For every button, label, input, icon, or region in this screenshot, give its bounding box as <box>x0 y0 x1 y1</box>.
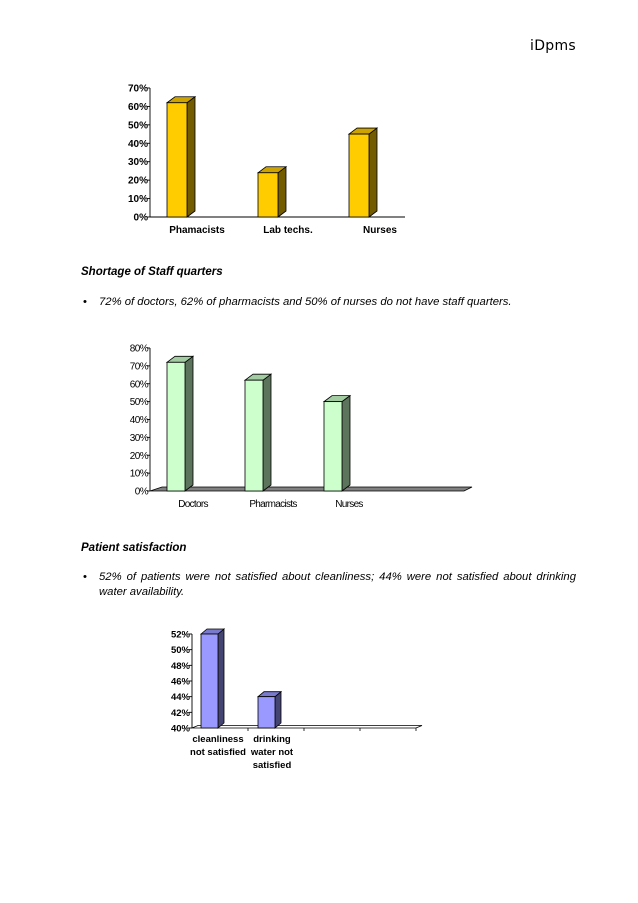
bar-side <box>262 373 272 492</box>
heading-staff-quarters: Shortage of Staff quarters <box>81 266 223 278</box>
heading-patient-satisfaction: Patient satisfaction <box>81 542 187 554</box>
y-tick-label: 30% <box>128 157 148 168</box>
bar <box>166 361 186 492</box>
y-tick-label: 20% <box>130 451 149 462</box>
bar-side <box>184 355 194 492</box>
x-category-label: Pharmacists <box>249 499 297 510</box>
bullet-dot: • <box>83 296 87 308</box>
chart-staff-quarters: 0% 10% 20% 30% 40% 50% 60% 70% 80% Doctors Pharmac… <box>130 344 473 510</box>
bar-side <box>186 95 196 218</box>
y-tick-label: 40% <box>171 724 191 735</box>
y-tick-label: 70% <box>128 84 148 95</box>
y-tick-label: 50% <box>171 645 191 656</box>
chart-floor <box>191 725 423 729</box>
y-tick-label: 20% <box>128 176 148 187</box>
x-category-label: not satisfied <box>190 747 246 758</box>
y-tick-label: 60% <box>130 379 149 390</box>
y-tick-label: 30% <box>130 433 149 444</box>
bar <box>257 172 279 218</box>
x-category-label: Doctors <box>178 499 208 510</box>
y-tick-label: 10% <box>128 194 148 205</box>
bar-side <box>277 165 287 218</box>
bar <box>348 133 370 218</box>
bar <box>257 696 276 729</box>
y-tick-label: 80% <box>130 344 149 355</box>
y-tick-label: 0% <box>134 213 149 224</box>
y-tick-label: 40% <box>130 415 149 426</box>
y-tick-label: 10% <box>130 469 149 480</box>
y-tick-label: 0% <box>135 487 149 498</box>
x-category-label: cleanliness <box>192 734 243 745</box>
x-category-label: water not <box>250 747 294 758</box>
bullet-text: 52% of patients were not satisfied about… <box>99 571 576 598</box>
x-category-label: satisfied <box>253 760 292 771</box>
y-tick-label: 48% <box>171 661 191 672</box>
bar-side <box>274 690 282 729</box>
bar <box>166 102 188 218</box>
chart-floor <box>149 486 473 492</box>
bar <box>244 379 264 492</box>
page-header: iDpms <box>530 38 576 54</box>
x-category-label: drinking <box>253 734 291 745</box>
y-tick-label: 40% <box>128 139 148 150</box>
y-tick-label: 42% <box>171 708 191 719</box>
bullet-text: 72% of doctors, 62% of pharmacists and 5… <box>99 296 512 308</box>
y-tick-label: 44% <box>171 692 191 703</box>
bar <box>323 401 343 492</box>
y-tick-label: 50% <box>130 397 149 408</box>
bullet-patient-satisfaction: • 52% of patients were not satisfied abo… <box>81 570 576 600</box>
chart-staff-shortage: 0% 10% 20% 30% 40% 50% 60% 70% Phamacists Lab tec… <box>128 84 405 236</box>
y-tick-label: 60% <box>128 102 148 113</box>
x-category-label: Lab techs. <box>263 225 313 236</box>
y-tick-label: 50% <box>128 120 148 131</box>
bullet-dot: • <box>83 571 87 583</box>
x-category-label: Nurses <box>335 499 363 510</box>
x-category-label: Phamacists <box>169 225 225 236</box>
bar <box>200 633 219 729</box>
bar-side <box>368 127 378 218</box>
y-tick-label: 46% <box>171 677 191 688</box>
bullet-staff-quarters: • 72% of doctors, 62% of pharmacists and… <box>81 295 576 310</box>
y-tick-label: 70% <box>130 361 149 372</box>
y-tick-label: 52% <box>171 630 191 641</box>
bar-side <box>341 394 351 492</box>
chart-patient-satisfaction: 40% 42% 44% 46% 48% 50% 52% cleanliness not sati… <box>171 628 423 771</box>
x-category-label: Nurses <box>363 225 397 236</box>
bar-side <box>217 628 225 729</box>
